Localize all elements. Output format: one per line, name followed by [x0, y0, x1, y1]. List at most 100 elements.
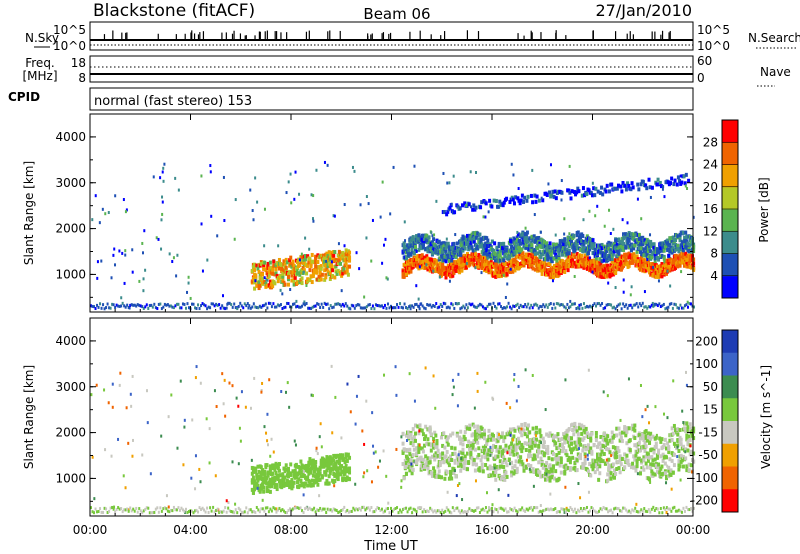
data-cell: [427, 442, 431, 447]
data-cell: [271, 476, 275, 481]
near-range-cell: [169, 304, 172, 308]
data-cell: [547, 268, 551, 273]
data-cell: [430, 240, 434, 245]
data-cell: [513, 428, 517, 433]
data-cell: [322, 457, 326, 462]
data-cell: [499, 477, 503, 482]
data-cell: [498, 258, 502, 263]
data-cell: [274, 271, 278, 276]
data-cell: [476, 428, 480, 433]
data-cell: [432, 445, 436, 450]
near-range-cell: [192, 302, 195, 306]
data-cell: [411, 443, 415, 448]
data-cell: [529, 438, 533, 443]
data-cell: [340, 273, 344, 278]
data-cell: [312, 469, 316, 474]
data-cell: [505, 474, 509, 479]
noise-cell: [661, 187, 664, 191]
data-cell: [336, 268, 340, 273]
data-cell: [511, 197, 515, 202]
data-cell: [540, 463, 544, 468]
data-cell: [518, 245, 522, 250]
data-cell: [502, 268, 506, 273]
data-cell: [674, 238, 678, 243]
data-cell: [316, 482, 320, 487]
noise-cell: [686, 300, 689, 304]
data-cell: [683, 235, 687, 240]
noise-cell: [435, 199, 438, 203]
nsky-left-bottom-tick: 10^0: [53, 39, 86, 53]
data-cell: [404, 433, 408, 438]
data-cell: [668, 243, 672, 248]
data-cell: [576, 452, 580, 457]
near-range-cell: [243, 302, 246, 306]
noise-cell: [234, 198, 237, 202]
noise-cell: [563, 217, 566, 221]
noise-cell: [96, 260, 99, 264]
data-cell: [272, 463, 276, 468]
data-cell: [451, 267, 455, 272]
data-cell: [533, 456, 537, 461]
near-range-cell: [115, 303, 118, 307]
data-cell: [285, 260, 289, 265]
near-range-cell: [643, 305, 646, 309]
data-cell: [337, 460, 341, 465]
data-cell: [594, 463, 598, 468]
near-range-cell: [411, 304, 414, 308]
noise-cell: [568, 164, 571, 168]
data-cell: [688, 242, 692, 247]
data-cell: [289, 472, 293, 477]
data-cell: [519, 255, 523, 260]
data-cell: [260, 272, 264, 277]
noise-cell: [438, 256, 441, 260]
data-cell: [555, 459, 559, 464]
noise-cell: [176, 253, 179, 257]
data-cell: [634, 232, 638, 237]
data-cell: [539, 255, 543, 260]
data-cell: [488, 466, 492, 471]
data-cell: [575, 251, 579, 256]
data-cell: [585, 431, 589, 436]
data-cell: [678, 178, 682, 183]
near-range-cell: [150, 303, 153, 307]
data-cell: [345, 469, 349, 474]
data-cell: [632, 259, 636, 264]
data-cell: [445, 470, 449, 475]
data-cell: [409, 465, 413, 470]
data-cell: [586, 443, 590, 448]
data-cell: [522, 428, 526, 433]
near-range-cell: [680, 306, 683, 310]
data-cell: [486, 452, 490, 457]
data-cell: [502, 264, 506, 269]
data-cell: [328, 253, 332, 258]
near-range-cell: [534, 302, 537, 306]
data-cell: [480, 200, 484, 205]
near-range-cell: [503, 306, 506, 310]
near-range-cell: [219, 306, 222, 310]
data-cell: [298, 272, 302, 277]
data-cell: [608, 450, 612, 455]
data-cell: [533, 247, 537, 252]
data-cell: [662, 266, 666, 271]
noise-cell: [384, 237, 387, 241]
data-cell: [266, 261, 270, 266]
near-range-cell: [216, 303, 219, 307]
date-title: 27/Jan/2010: [595, 1, 692, 20]
data-cell: [268, 466, 272, 471]
data-cell: [581, 244, 585, 249]
data-cell: [471, 445, 475, 450]
noise-cell: [679, 174, 682, 178]
noise-cell: [124, 210, 127, 214]
near-range-cell: [623, 305, 626, 309]
data-cell: [576, 186, 580, 191]
data-cell: [657, 257, 661, 262]
data-cell: [585, 192, 589, 197]
data-cell: [253, 268, 257, 273]
data-cell: [314, 264, 318, 269]
data-cell: [276, 279, 280, 284]
data-cell: [529, 441, 533, 446]
data-cell: [292, 263, 296, 268]
data-cell: [653, 259, 657, 264]
noise-cell: [407, 246, 410, 250]
data-cell: [463, 460, 467, 465]
